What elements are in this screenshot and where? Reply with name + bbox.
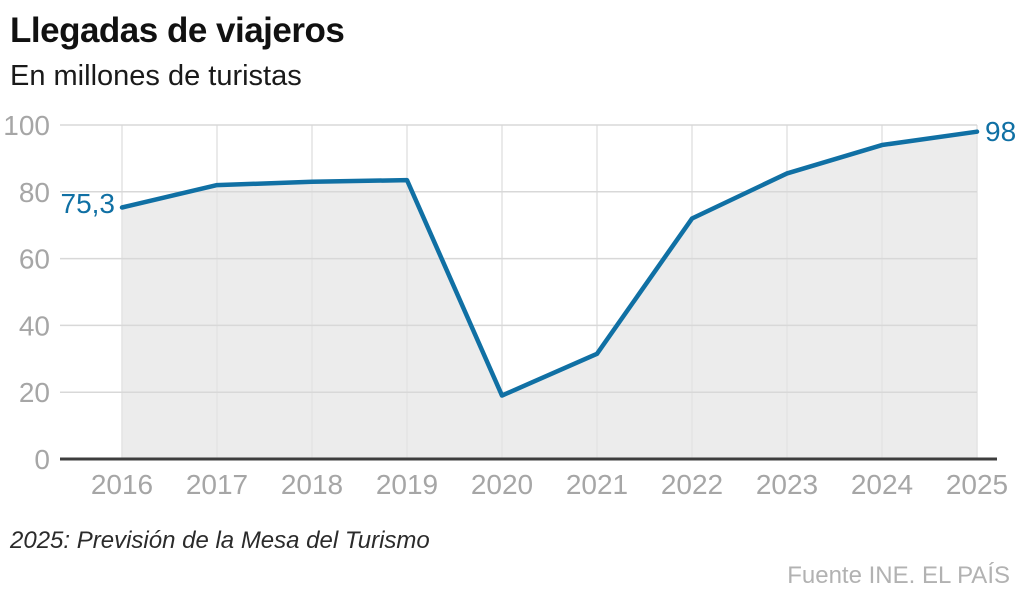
- y-tick-label: 80: [19, 177, 50, 208]
- chart-header: Llegadas de viajeros En millones de turi…: [10, 11, 345, 92]
- y-tick-label: 60: [19, 244, 50, 275]
- y-tick-label: 40: [19, 310, 50, 341]
- x-tick-label: 2016: [91, 469, 153, 500]
- chart-subtitle: En millones de turistas: [10, 59, 302, 92]
- first-point-value-label: 75,3: [60, 188, 116, 219]
- x-tick-label: 2024: [851, 469, 913, 500]
- x-tick-label: 2019: [376, 469, 438, 500]
- source-credit: Fuente INE. EL PAÍS: [787, 562, 1010, 589]
- x-tick-label: 2025: [946, 469, 1008, 500]
- x-tick-label: 2023: [756, 469, 818, 500]
- chart-title: Llegadas de viajeros: [10, 11, 345, 50]
- x-tick-label: 2017: [186, 469, 248, 500]
- y-tick-label: 0: [34, 444, 50, 475]
- x-tick-label: 2018: [281, 469, 343, 500]
- area-fill: [122, 131, 977, 459]
- x-tick-label: 2020: [471, 469, 533, 500]
- last-point-value-label: 98: [985, 116, 1017, 147]
- y-tick-label: 100: [3, 110, 50, 141]
- chart-footnote: 2025: Previsión de la Mesa del Turismo: [10, 527, 430, 554]
- y-tick-label: 20: [19, 377, 50, 408]
- data-line: [119, 129, 980, 398]
- x-tick-label: 2021: [566, 469, 628, 500]
- x-tick-label: 2022: [661, 469, 723, 500]
